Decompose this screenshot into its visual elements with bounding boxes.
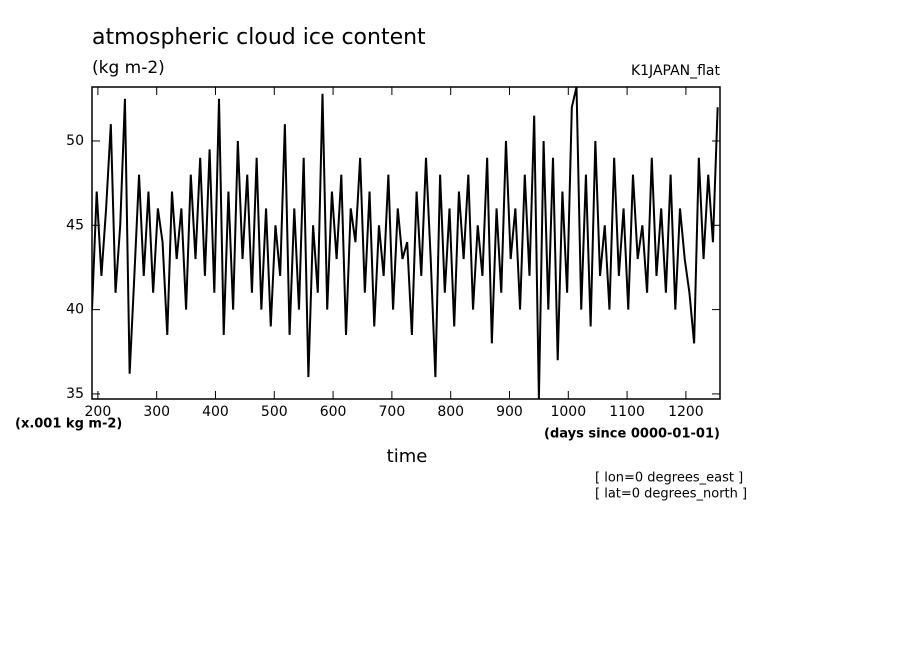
x-tick-label: 600 xyxy=(320,404,347,420)
dataset-label: K1JAPAN_flat xyxy=(631,63,721,79)
x-tick-label: 400 xyxy=(202,404,229,420)
x-tick-label: 300 xyxy=(143,404,170,420)
x-tick-label: 1200 xyxy=(668,404,704,420)
y-tick-label: 50 xyxy=(66,133,84,149)
data-line xyxy=(92,87,719,399)
y-tick-label: 35 xyxy=(66,386,84,402)
y-tick-label: 40 xyxy=(66,302,84,318)
x-tick-label: 1000 xyxy=(550,404,586,420)
y-tick-label: 45 xyxy=(66,217,84,233)
y-axis-label: (x.001 kg m-2) xyxy=(15,417,122,432)
x-axis-label: time xyxy=(387,446,428,467)
x-tick-label: 900 xyxy=(496,404,523,420)
x-tick-label: 700 xyxy=(379,404,406,420)
x-tick-label: 1100 xyxy=(609,404,645,420)
x-tick-label: 800 xyxy=(437,404,464,420)
annotation: [ lon=0 degrees_east ] xyxy=(595,471,743,486)
x-units-label: (days since 0000-01-01) xyxy=(544,427,720,442)
chart-subtitle: (kg m-2) xyxy=(92,58,165,78)
x-tick-label: 200 xyxy=(85,404,112,420)
annotation: [ lat=0 degrees_north ] xyxy=(595,487,747,502)
chart-title: atmospheric cloud ice content xyxy=(92,25,426,50)
x-tick-label: 500 xyxy=(261,404,288,420)
plot-frame xyxy=(91,86,721,400)
